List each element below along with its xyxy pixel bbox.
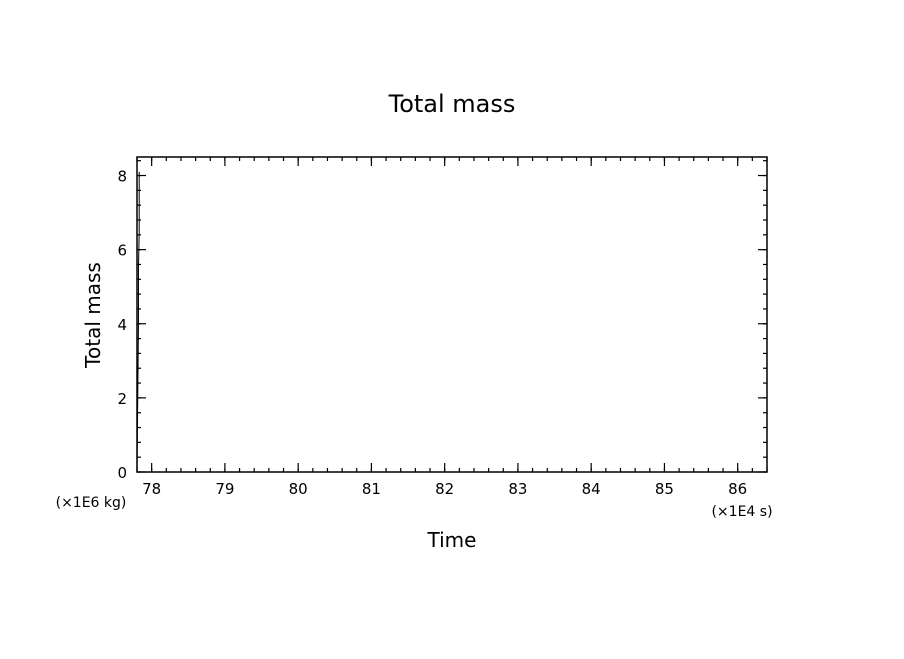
x-multiplier-label: (×1E4 s) xyxy=(711,504,772,520)
x-axis-label: Time xyxy=(427,528,477,552)
y-tick-label: 2 xyxy=(117,390,127,408)
axis-ticks: 78 79 80 81 82 83 84 85 86 0 2 4 6 8 xyxy=(117,157,768,498)
x-tick-label: 81 xyxy=(362,480,381,498)
y-tick-label: 6 xyxy=(117,242,127,260)
x-tick-label: 79 xyxy=(215,480,234,498)
y-tick-label: 0 xyxy=(117,464,127,482)
y-axis-label: Total mass xyxy=(81,262,105,369)
x-tick-label: 82 xyxy=(435,480,454,498)
x-tick-label: 86 xyxy=(728,480,747,498)
x-tick-label: 84 xyxy=(582,480,601,498)
chart-title: Total mass xyxy=(388,90,516,118)
x-tick-label: 85 xyxy=(655,480,674,498)
y-tick-label: 8 xyxy=(117,168,127,186)
plot-frame xyxy=(136,156,768,473)
x-tick-label: 80 xyxy=(289,480,308,498)
series-layer xyxy=(136,171,140,473)
y-multiplier-label: (×1E6 kg) xyxy=(56,495,127,511)
x-tick-label: 83 xyxy=(508,480,527,498)
series-line-0 xyxy=(136,171,140,473)
y-tick-label: 4 xyxy=(117,316,127,334)
x-tick-label: 78 xyxy=(142,480,161,498)
